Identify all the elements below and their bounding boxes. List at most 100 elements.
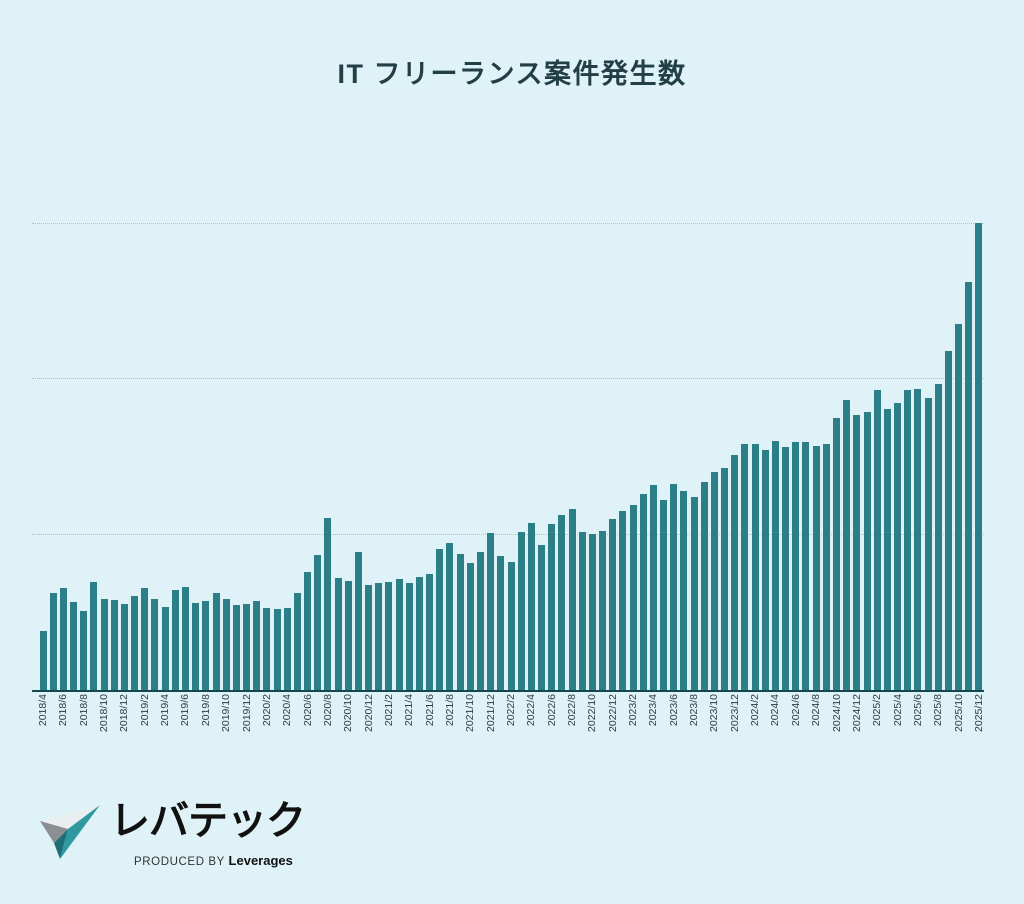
bar [456,553,464,690]
bar [507,562,515,690]
gridline [32,222,984,224]
x-axis-tick-label: 2022/10 [586,694,599,732]
bar [354,551,362,690]
bar [670,484,678,690]
bar [548,523,556,690]
x-axis-tick-label: 2025/10 [952,694,965,732]
x-axis-tick-label: 2024/8 [810,694,823,727]
bar [822,443,830,690]
x-axis-tick-label: 2024/4 [769,694,782,727]
page-title: IT フリーランス案件発生数 [337,59,687,89]
bar [476,551,484,690]
bar [538,544,546,690]
x-axis-tick-label: 2023/10 [708,694,721,732]
bar [120,603,128,690]
bar [415,576,423,690]
bar [161,606,169,690]
bar [771,440,779,690]
bar [110,599,118,690]
produced-by-prefix: PRODUCED BY [134,856,229,868]
x-axis-tick-label: 2020/12 [362,694,375,732]
bar [700,482,708,690]
bar [497,556,505,690]
logo-wordmark: レバテック [110,799,306,843]
bar [629,505,637,690]
bar [375,583,383,690]
bar [934,383,942,690]
logo-produced-by: PRODUCED BY Leverages [134,853,293,868]
bar [436,548,444,690]
x-axis-tick-label: 2021/10 [464,694,477,732]
bar [171,590,179,690]
x-axis-tick-label: 2019/2 [138,694,151,727]
x-axis-tick-label: 2024/2 [749,694,762,727]
plot-area [32,150,984,692]
bar [141,588,149,690]
x-axis-tick-label: 2018/8 [77,694,90,727]
bar [344,580,352,690]
x-axis-tick-label: 2022/8 [566,694,579,727]
bar [365,585,373,690]
bar [619,511,627,690]
bar [446,542,454,690]
x-axis-tick-label: 2022/6 [545,694,558,727]
x-axis-tick-label: 2019/10 [220,694,233,732]
x-axis-tick-label: 2020/8 [321,694,334,727]
bar [843,400,851,690]
bar [70,601,78,690]
x-axis-tick-label: 2023/8 [688,694,701,727]
bar [527,522,535,690]
x-axis-tick-label: 2019/6 [179,694,192,727]
bar [802,441,810,690]
x-axis-tick-label: 2019/4 [159,694,172,727]
x-axis-tick-label: 2022/4 [525,694,538,727]
bar [883,408,891,690]
x-axis-tick-label: 2021/8 [443,694,456,727]
bar [466,563,474,690]
bar [517,532,525,690]
x-axis-tick-label: 2022/12 [606,694,619,732]
bar [792,441,800,690]
bar [59,588,67,690]
bar [49,593,57,690]
x-axis-tick-label: 2023/2 [627,694,640,727]
bar [914,388,922,690]
x-axis-tick-label: 2023/6 [667,694,680,727]
paper-plane-mark-icon [40,805,100,859]
bar [487,533,495,690]
bar [649,485,657,690]
bar [751,443,759,690]
x-axis-tick-label: 2018/12 [118,694,131,732]
bar [599,531,607,690]
bar [90,582,98,690]
bar [578,532,586,690]
bar [955,324,963,690]
x-axis-tick-label: 2021/12 [484,694,497,732]
bar [100,598,108,690]
bar [385,582,393,690]
gridline [32,378,984,380]
bar [202,600,210,690]
x-axis-tick-label: 2023/12 [728,694,741,732]
bar [812,445,820,690]
x-axis-tick-label: 2020/4 [281,694,294,727]
bar [924,398,932,690]
x-axis-tick-label: 2025/6 [911,694,924,727]
bar [426,573,434,690]
bar [975,222,983,690]
bar-series [38,150,984,690]
bar [690,496,698,690]
x-axis-tick-label: 2025/4 [891,694,904,727]
bar [192,602,200,690]
x-axis-tick-label: 2020/6 [301,694,314,727]
x-axis-tick-label: 2018/6 [57,694,70,727]
bar [405,583,413,690]
produced-by-brand: Leverages [228,853,293,868]
bar [944,351,952,690]
bar [293,593,301,690]
x-axis-tick-label: 2022/2 [505,694,517,727]
bar [80,611,88,690]
x-axis-tick-label: 2024/12 [850,694,863,732]
bar [965,281,973,690]
bar [863,411,871,690]
